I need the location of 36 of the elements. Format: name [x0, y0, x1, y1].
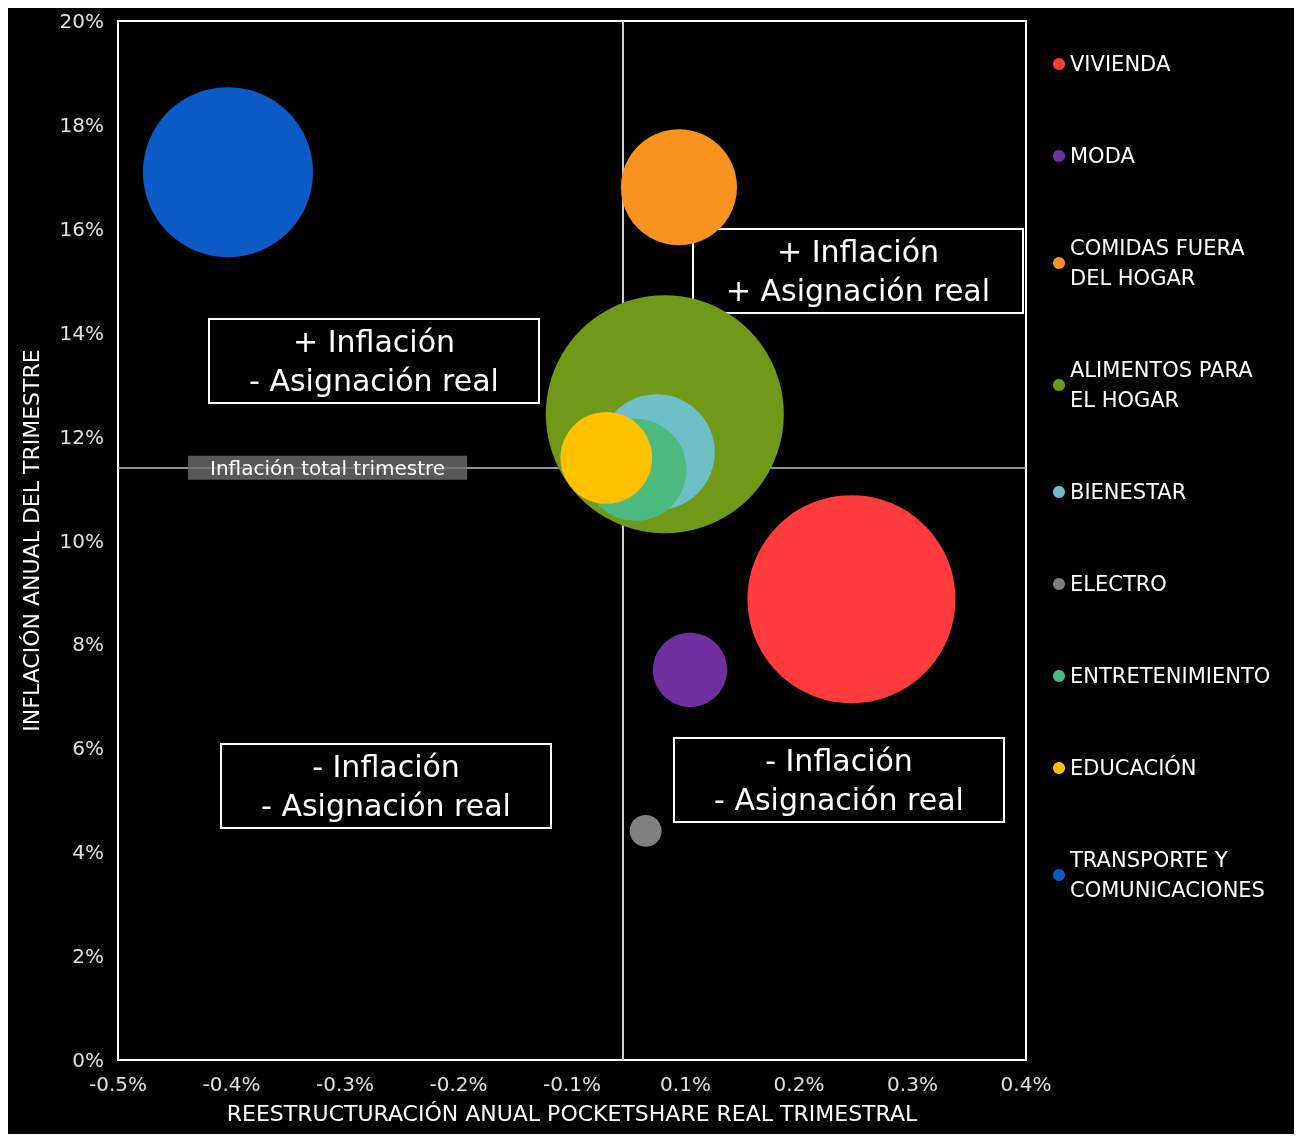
y-tick-label: 14% [59, 320, 104, 345]
annotation: - Inflación - Asignación real [714, 743, 964, 817]
x-tick-label: -0.1% [542, 1072, 602, 1096]
annotation: + Inflación - Asignación real [249, 324, 499, 398]
y-tick-label: 16% [59, 216, 104, 241]
y-axis-title: INFLACIÓN ANUAL DEL TRIMESTRE [18, 349, 44, 732]
x-tick-label: -0.3% [315, 1072, 375, 1096]
legend-label: BIENESTAR [1070, 480, 1187, 504]
legend-label: ENTRETENIMIENTO [1070, 664, 1271, 688]
ref-line-label: Inflación total trimestre [210, 455, 446, 480]
y-tick-label: 6% [72, 736, 104, 761]
y-tick-label: 2% [72, 944, 104, 969]
x-axis-title: REESTRUCTURACIÓN ANUAL POCKETSHARE REAL TRIMESTRAL [226, 1100, 918, 1126]
legend-label: MODA [1070, 144, 1136, 168]
annotation: + Inflación + Asignación real [725, 234, 991, 308]
legend-label: ELECTRO [1070, 572, 1167, 596]
x-tick-label: 0.2% [773, 1072, 825, 1096]
legend-label: TRANSPORTE Y COMUNICACIONES [1069, 848, 1265, 902]
x-tick-label: 0.4% [1000, 1072, 1052, 1096]
annotation: - Inflación - Asignación real [261, 749, 511, 823]
x-tick-label: -0.4% [202, 1072, 261, 1096]
y-tick-label: 8% [72, 632, 104, 657]
y-tick-label: 0% [72, 1048, 104, 1072]
y-tick-label: 18% [59, 112, 104, 137]
legend-label: EDUCACIÓN [1070, 755, 1197, 780]
x-tick-label: 0.1% [660, 1072, 711, 1096]
x-tick-label: 0.3% [887, 1072, 938, 1096]
legend-label: COMIDAS FUERA DEL HOGAR [1070, 236, 1252, 290]
y-tick-label: 4% [72, 840, 104, 865]
y-tick-label: 12% [59, 424, 104, 449]
y-tick-label: 20% [59, 9, 104, 33]
x-tick-label: -0.2% [429, 1072, 488, 1096]
legend-label: VIVIENDA [1070, 52, 1171, 76]
legend-label: ALIMENTOS PARA EL HOGAR [1070, 358, 1260, 412]
x-tick-label: -0.5% [88, 1072, 148, 1096]
y-tick-label: 10% [59, 528, 104, 553]
